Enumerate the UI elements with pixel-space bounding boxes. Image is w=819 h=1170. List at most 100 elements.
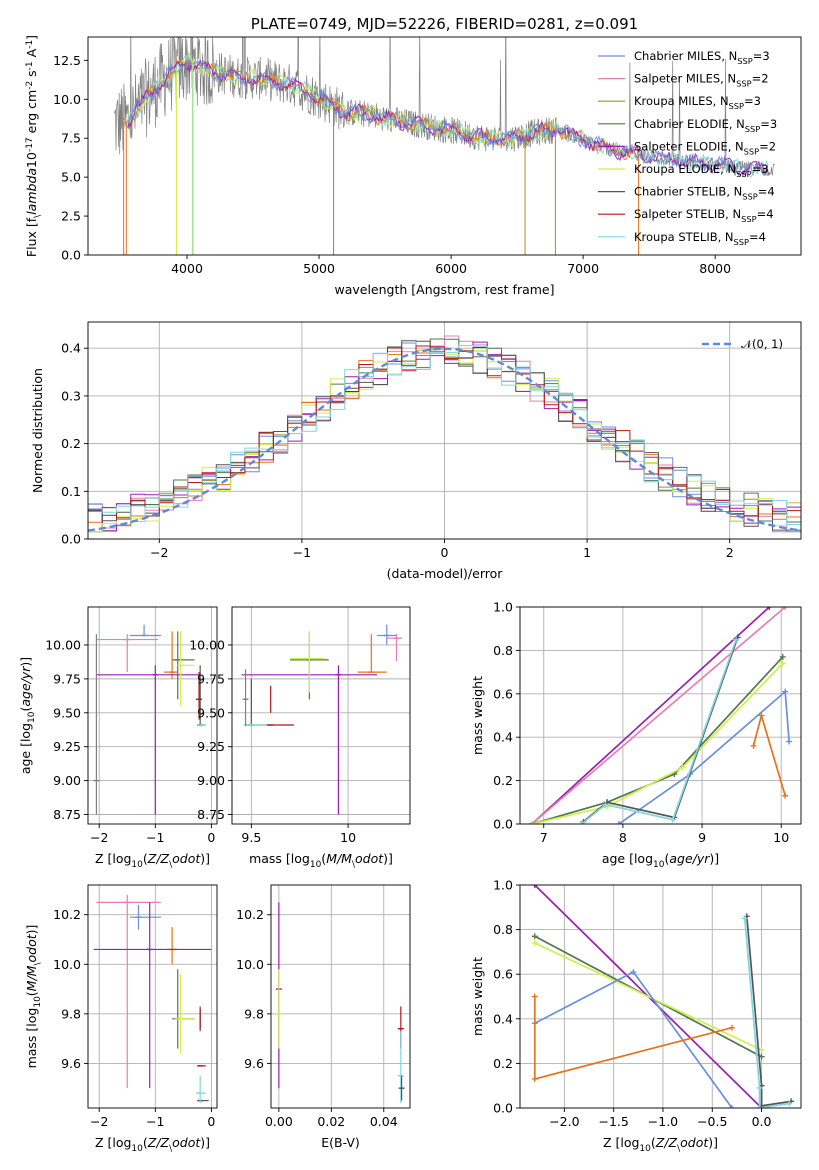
x-axis-label: Z [log10(Z/Z\odot)] (95, 1135, 210, 1154)
x-tick-label: 1 (583, 545, 591, 560)
y-tick-label: 0.2 (493, 1056, 513, 1071)
normal-distribution-curve (88, 347, 801, 532)
axes-frame (87, 606, 218, 825)
weight-marker (782, 792, 789, 799)
y-tick-label: 0.6 (493, 686, 513, 701)
chart-title: PLATE=0749, MJD=52226, FIBERID=0281, z=0… (251, 15, 638, 33)
x-tick-label: −2.0 (549, 1114, 579, 1129)
age_vs_Z-panel: −2 −1 0 8.75 9.00 9.25 9.50 9.75 10.00 Z [log10(Z… (18, 606, 218, 870)
y-tick-label: 2.5 (61, 209, 81, 224)
legend: 𝒩(0, 1) (702, 337, 783, 351)
x-axis-label: (data-model)/error (387, 566, 504, 581)
y-tick-label: 0.4 (61, 341, 81, 356)
age_vs_Z-plot-area (93, 624, 206, 815)
x-tick-label: 0 (207, 1114, 215, 1129)
y-tick-label: 9.6 (61, 1056, 81, 1071)
axes-frame (519, 884, 802, 1109)
y-axis-label: mass weight (470, 957, 485, 1036)
y-tick-label: 9.50 (197, 705, 225, 720)
x-tick-label: 10 (340, 830, 356, 845)
legend-label: Kroupa MILES, NSSP=3 (634, 94, 761, 111)
y-tick-label: 9.25 (53, 739, 81, 754)
weight-marker (679, 764, 686, 771)
axes-frame (519, 606, 802, 825)
weight_vs_Z-plot-area (531, 885, 795, 1108)
weight-marker (630, 968, 637, 975)
y-tick-label: 10.00 (45, 637, 81, 652)
x-tick-label: 0.04 (370, 1114, 398, 1129)
age_vs_mass-plot-area (241, 624, 403, 815)
y-tick-label: 10.0 (236, 957, 264, 972)
weight-marker (728, 1105, 735, 1108)
y-axis-label: Normed distribution (30, 368, 45, 493)
weight-marker (779, 653, 786, 660)
y-axis-label: mass [log10(M/M\odot)] (24, 925, 43, 1069)
model-spectrum-line (127, 59, 769, 178)
x-tick-label: 8 (619, 830, 627, 845)
weight-line (581, 639, 737, 824)
x-tick-label: −2 (90, 1114, 108, 1129)
mass_vs_Z-panel: −2 −1 0 9.6 9.8 10.0 10.2 Z [log10(Z/Z\odot)] ma… (24, 884, 218, 1154)
y-tick-label: 0.1 (61, 484, 81, 499)
weight-marker (782, 607, 789, 610)
legend-label: Kroupa STELIB, NSSP=4 (634, 230, 766, 247)
weight-line (531, 656, 784, 824)
weight-marker (728, 1024, 735, 1031)
y-tick-label: 9.00 (53, 773, 81, 788)
y-tick-label: 0.2 (493, 773, 513, 788)
weight-line (618, 689, 790, 824)
axes-frame (87, 884, 218, 1109)
x-tick-label: 8000 (699, 261, 731, 276)
x-tick-label: −2 (90, 830, 108, 845)
y-tick-label: 10.2 (236, 907, 264, 922)
x-tick-label: 6000 (435, 261, 467, 276)
residuals-plot-area (88, 335, 801, 533)
y-tick-label: 7.5 (61, 131, 81, 146)
weight_vs_age-panel: 7 8 9 10 0.0 0.2 0.4 0.6 0.8 1.0 age [log10(age/yr… (470, 600, 802, 870)
weight-marker (786, 738, 793, 745)
x-tick-label: 9.5 (241, 830, 261, 845)
weight-marker (669, 816, 676, 823)
legend-label: Salpeter STELIB, NSSP=4 (634, 207, 774, 224)
weight-line (531, 607, 786, 824)
y-tick-label: 9.25 (197, 739, 225, 754)
x-axis-label: mass [log10(M/M\odot)] (249, 851, 393, 870)
x-tick-label: 10 (773, 830, 789, 845)
y-tick-label: 9.00 (197, 773, 225, 788)
weight-marker (528, 821, 535, 824)
weight-line (745, 916, 792, 1107)
x-tick-label: 0 (207, 830, 215, 845)
weight-marker (756, 1084, 763, 1091)
axes-frame (87, 36, 802, 256)
legend-label: Chabrier STELIB, NSSP=4 (634, 185, 775, 202)
y-tick-label: 0.3 (61, 388, 81, 403)
x-tick-label: 0.00 (265, 1114, 293, 1129)
x-tick-label: 9 (698, 830, 706, 845)
x-tick-label: 7000 (567, 261, 599, 276)
weight-marker (531, 933, 538, 940)
legend: Chabrier MILES, NSSP=3 Salpeter MILES, NS… (598, 49, 777, 247)
x-tick-label: 5000 (303, 261, 335, 276)
model-spectrum-line (127, 54, 769, 178)
weight-marker (602, 801, 609, 808)
y-tick-label: 0.0 (493, 1101, 513, 1116)
x-tick-label: −1.5 (598, 1114, 628, 1129)
legend-label: Chabrier ELODIE, NSSP=3 (634, 117, 777, 134)
weight-marker (741, 915, 748, 922)
weight_vs_age-plot-area (528, 607, 793, 824)
weight-marker (531, 885, 538, 888)
y-tick-label: 0.0 (493, 817, 513, 832)
weight-line (743, 918, 790, 1108)
x-tick-label: 7 (540, 830, 548, 845)
x-axis-label: Z [log10(Z/Z\odot)] (95, 851, 210, 870)
x-tick-label: −1 (146, 1114, 164, 1129)
x-tick-label: −1 (146, 830, 164, 845)
legend-label: 𝒩(0, 1) (741, 337, 783, 351)
y-tick-label: 0.8 (493, 922, 513, 937)
model-spectrum-line (127, 58, 769, 178)
weight-marker (750, 742, 757, 749)
x-axis-label: E(B-V) (321, 1135, 360, 1150)
y-tick-label: 0.0 (61, 532, 81, 547)
x-tick-label: 0.02 (317, 1114, 345, 1129)
